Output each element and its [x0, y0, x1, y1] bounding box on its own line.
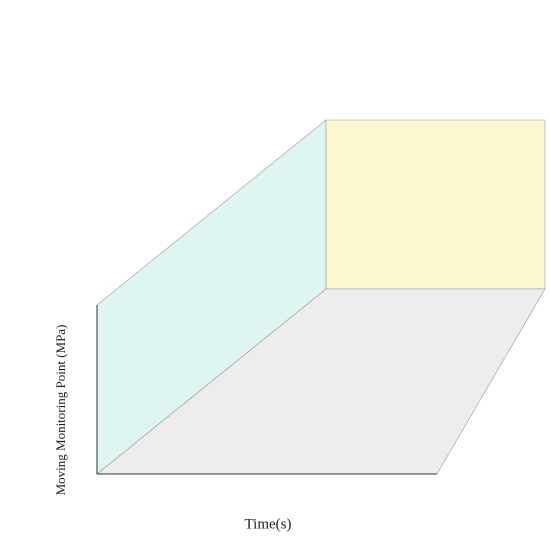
x-axis-label: Time(s) [245, 516, 292, 532]
back-wall [325, 119, 546, 290]
y-axis-label: Moving Monitoring Point (MPa) [53, 325, 68, 496]
